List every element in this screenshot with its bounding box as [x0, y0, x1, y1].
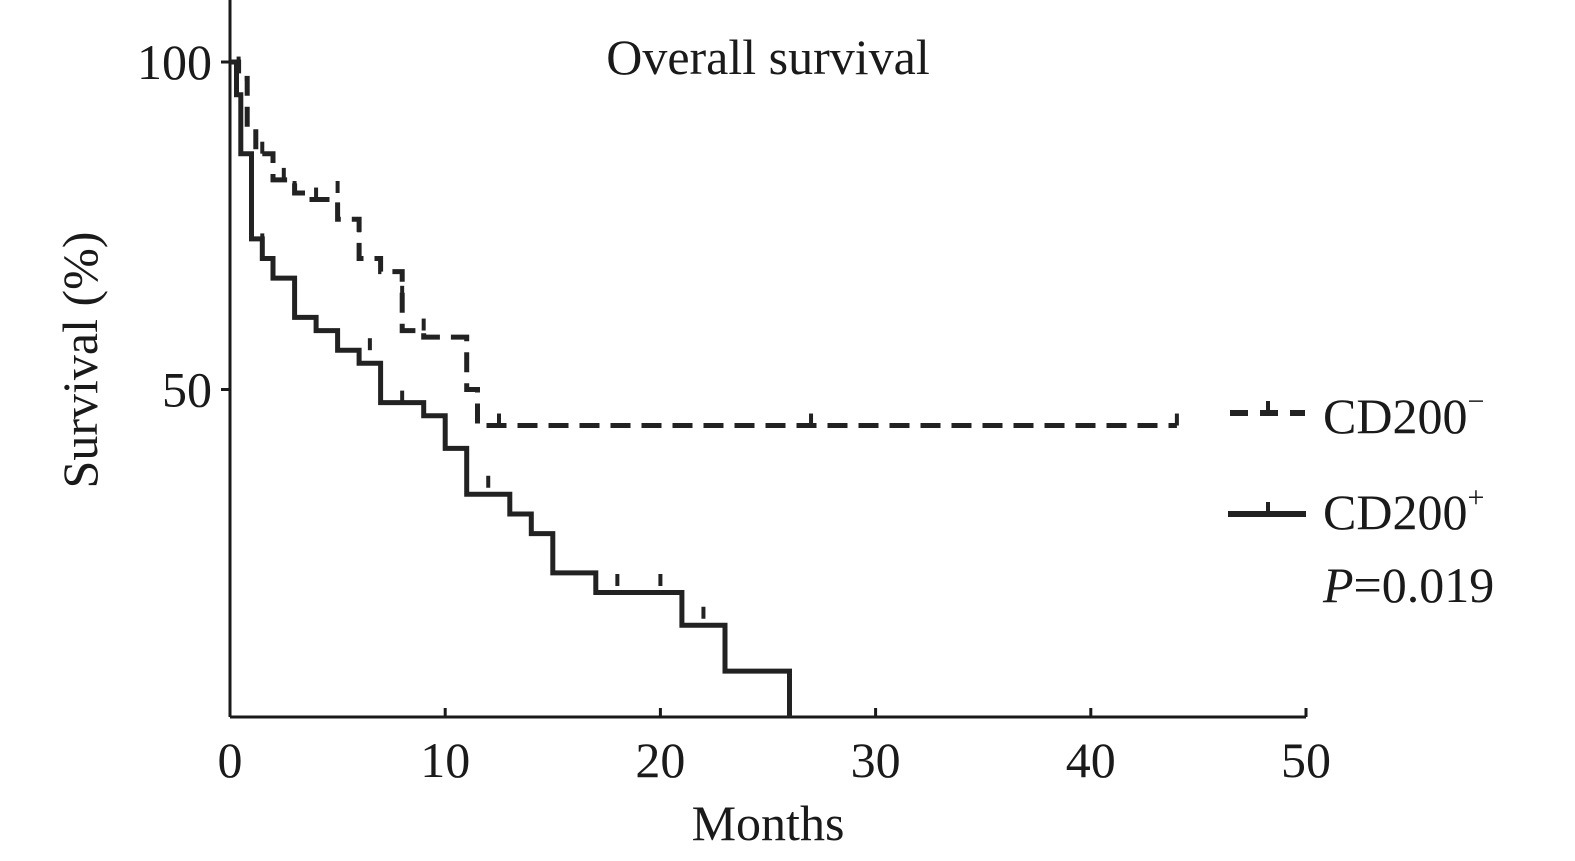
x-tick-label-30: 30 [851, 732, 901, 788]
x-tick-label-40: 40 [1066, 732, 1116, 788]
y-ticks: 50 100 [137, 34, 230, 418]
chart-title: Overall survival [606, 29, 930, 85]
series-layer [230, 56, 1179, 717]
series-line-cd200-positive [230, 59, 792, 717]
x-ticks: 0 10 20 30 40 50 [218, 708, 1331, 788]
x-axis-label: Months [692, 795, 845, 851]
series-cd200-negative [230, 56, 1179, 428]
series-cd200-positive [230, 59, 792, 717]
x-tick-label-10: 10 [420, 732, 470, 788]
legend-label-cd200-positive: CD200+ [1323, 481, 1484, 540]
x-tick-label-0: 0 [218, 732, 243, 788]
legend-item-cd200-positive: CD200+ [1228, 481, 1484, 540]
legend-label-cd200-negative: CD200− [1323, 385, 1484, 444]
y-tick-label-100: 100 [137, 34, 212, 90]
p-value-annotation: P=0.019 [1322, 557, 1494, 613]
legend-item-cd200-negative: CD200− [1230, 385, 1484, 444]
series-line-cd200-negative [230, 59, 1177, 428]
y-axis-label: Survival (%) [52, 232, 108, 489]
x-tick-label-50: 50 [1281, 732, 1331, 788]
legend: CD200− CD200+ P=0.019 [1228, 385, 1494, 613]
axes [228, 0, 1306, 719]
y-tick-label-50: 50 [162, 362, 212, 418]
x-tick-label-20: 20 [635, 732, 685, 788]
